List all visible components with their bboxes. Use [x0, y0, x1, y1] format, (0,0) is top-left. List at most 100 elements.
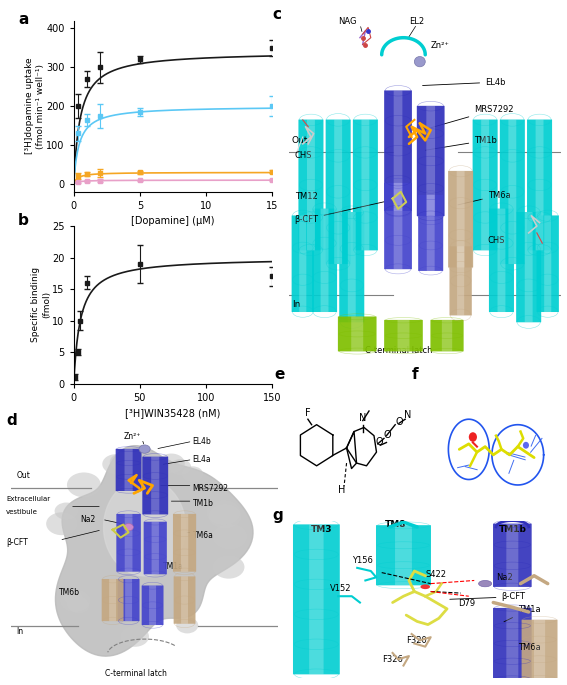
FancyBboxPatch shape [384, 320, 423, 351]
FancyBboxPatch shape [536, 120, 544, 251]
Ellipse shape [209, 504, 241, 528]
FancyBboxPatch shape [395, 525, 412, 586]
FancyBboxPatch shape [353, 120, 378, 251]
Text: O: O [395, 416, 403, 427]
Text: TM6a: TM6a [193, 531, 213, 540]
Text: MRS7292: MRS7292 [425, 105, 514, 129]
Ellipse shape [69, 598, 90, 613]
FancyBboxPatch shape [125, 514, 133, 572]
Text: Out: Out [16, 471, 31, 479]
Ellipse shape [213, 556, 244, 579]
Ellipse shape [63, 590, 82, 604]
Ellipse shape [182, 466, 203, 482]
X-axis label: [Dopamine] (μM): [Dopamine] (μM) [131, 216, 215, 226]
FancyBboxPatch shape [293, 525, 340, 674]
FancyBboxPatch shape [456, 171, 464, 268]
Ellipse shape [110, 453, 134, 471]
FancyBboxPatch shape [125, 579, 132, 621]
Ellipse shape [67, 596, 88, 612]
FancyBboxPatch shape [348, 212, 356, 323]
Text: O: O [384, 430, 392, 440]
FancyBboxPatch shape [384, 90, 412, 211]
Text: S422: S422 [425, 571, 446, 580]
Ellipse shape [469, 432, 477, 442]
FancyBboxPatch shape [125, 449, 133, 491]
Ellipse shape [170, 459, 191, 475]
Ellipse shape [54, 503, 78, 520]
Ellipse shape [46, 512, 77, 535]
FancyBboxPatch shape [509, 120, 517, 264]
Text: a: a [18, 12, 28, 27]
FancyBboxPatch shape [427, 195, 435, 271]
Text: EL4b: EL4b [422, 77, 506, 87]
FancyBboxPatch shape [489, 208, 514, 312]
Text: Na2: Na2 [496, 573, 513, 582]
Text: g: g [273, 508, 284, 523]
Text: V152: V152 [330, 584, 352, 593]
FancyBboxPatch shape [309, 525, 324, 674]
Text: EL4a: EL4a [193, 455, 211, 464]
FancyBboxPatch shape [320, 208, 328, 312]
Ellipse shape [121, 626, 149, 647]
Text: β-CFT: β-CFT [295, 199, 395, 224]
FancyBboxPatch shape [527, 120, 552, 251]
Ellipse shape [158, 453, 185, 473]
Text: O: O [375, 437, 383, 447]
FancyBboxPatch shape [142, 586, 163, 625]
Text: TM6b: TM6b [60, 588, 81, 597]
FancyBboxPatch shape [339, 212, 364, 323]
Text: F326: F326 [382, 656, 403, 664]
FancyBboxPatch shape [298, 120, 323, 251]
Ellipse shape [213, 524, 247, 549]
FancyBboxPatch shape [457, 247, 464, 315]
Y-axis label: [³H]dopamine uptake
(fmol min⁻¹ well⁻¹): [³H]dopamine uptake (fmol min⁻¹ well⁻¹) [26, 58, 45, 155]
Y-axis label: Specific bindinig
(fmol): Specific bindinig (fmol) [31, 267, 51, 342]
Text: EL2: EL2 [409, 17, 424, 26]
FancyBboxPatch shape [516, 212, 541, 323]
FancyBboxPatch shape [361, 120, 369, 251]
Text: Zn²⁺: Zn²⁺ [123, 432, 141, 440]
Ellipse shape [421, 584, 430, 589]
Text: Na2: Na2 [81, 515, 96, 524]
Text: F: F [305, 408, 311, 419]
Text: TM6a: TM6a [518, 643, 540, 652]
FancyBboxPatch shape [522, 620, 557, 685]
Polygon shape [104, 479, 185, 576]
Text: D79: D79 [458, 599, 475, 608]
Text: Out: Out [292, 136, 308, 145]
FancyBboxPatch shape [334, 120, 342, 264]
FancyBboxPatch shape [544, 215, 551, 312]
FancyBboxPatch shape [325, 120, 350, 264]
FancyBboxPatch shape [116, 514, 141, 572]
FancyBboxPatch shape [151, 522, 159, 574]
Text: TM12: TM12 [295, 192, 318, 201]
FancyBboxPatch shape [497, 208, 505, 312]
FancyBboxPatch shape [393, 183, 403, 269]
Ellipse shape [523, 442, 529, 449]
Text: TM3: TM3 [311, 525, 332, 534]
Text: TM1a: TM1a [504, 605, 540, 622]
FancyBboxPatch shape [181, 576, 188, 624]
Text: e: e [274, 367, 285, 382]
Text: N: N [359, 412, 366, 423]
Text: CHS: CHS [295, 151, 312, 160]
FancyBboxPatch shape [442, 320, 452, 351]
Ellipse shape [102, 454, 129, 474]
FancyBboxPatch shape [493, 608, 532, 679]
Text: CHS: CHS [488, 236, 505, 245]
FancyBboxPatch shape [109, 579, 116, 621]
FancyBboxPatch shape [426, 106, 435, 216]
FancyBboxPatch shape [506, 608, 518, 679]
Text: In: In [292, 300, 301, 310]
Ellipse shape [67, 473, 101, 497]
FancyBboxPatch shape [393, 90, 403, 211]
FancyBboxPatch shape [417, 106, 445, 216]
FancyBboxPatch shape [506, 523, 518, 587]
Ellipse shape [176, 617, 198, 634]
FancyBboxPatch shape [376, 525, 431, 586]
Text: Y156: Y156 [352, 556, 373, 565]
Text: EL4b: EL4b [193, 437, 211, 446]
FancyBboxPatch shape [173, 514, 196, 572]
Text: H: H [338, 485, 345, 495]
Ellipse shape [124, 523, 133, 531]
